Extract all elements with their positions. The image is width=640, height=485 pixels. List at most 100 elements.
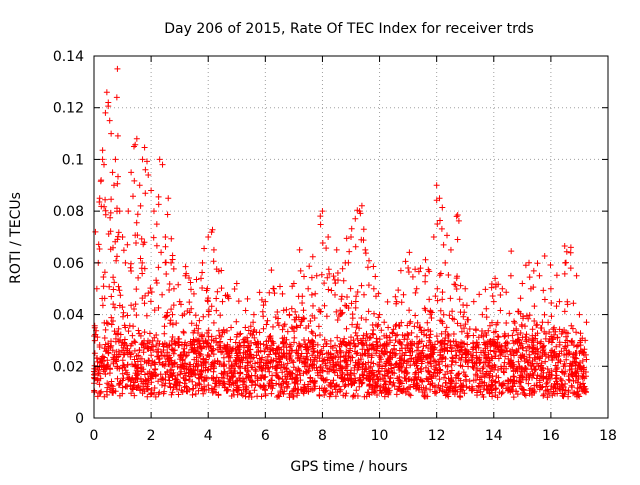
data-point: [405, 265, 412, 272]
data-point: [156, 156, 163, 163]
points-layer: [91, 65, 589, 375]
data-point: [573, 272, 580, 279]
data-point: [205, 234, 212, 240]
data-point: [325, 234, 332, 240]
data-point: [168, 259, 175, 266]
x-tick-label: 6: [261, 428, 270, 444]
y-tick-label: 0.12: [53, 101, 84, 117]
data-point: [567, 244, 574, 251]
x-tick-label: 2: [147, 428, 156, 444]
data-point: [109, 169, 116, 176]
data-point: [333, 246, 340, 253]
data-point: [110, 182, 117, 189]
y-tick-label: 0.1: [62, 152, 84, 168]
x-axis-label: GPS time / hours: [290, 459, 407, 475]
data-point: [547, 285, 554, 292]
data-point: [133, 135, 140, 142]
data-point: [453, 213, 460, 220]
data-point: [145, 171, 152, 178]
y-tick-label: 0.08: [53, 204, 84, 220]
data-point: [122, 259, 129, 266]
data-point: [490, 298, 497, 305]
data-point: [139, 156, 146, 163]
y-tick-label: 0: [75, 411, 84, 427]
data-point: [279, 290, 286, 297]
y-tick-label: 0.06: [53, 256, 84, 272]
data-point: [313, 272, 320, 279]
data-point: [150, 208, 157, 215]
data-point: [210, 246, 217, 253]
data-point: [296, 246, 303, 253]
data-point: [108, 130, 115, 137]
x-tick-label: 0: [90, 428, 99, 444]
data-point: [190, 290, 197, 297]
data-point: [479, 311, 486, 318]
x-tick-label: 8: [318, 428, 327, 444]
y-tick-label: 0.02: [53, 359, 84, 375]
chart-title: Day 206 of 2015, Rate Of TEC Index for r…: [164, 21, 534, 37]
data-point: [102, 109, 109, 116]
data-point: [499, 285, 506, 292]
data-point: [159, 161, 166, 168]
data-point: [470, 298, 477, 305]
data-point: [114, 65, 121, 72]
data-point: [128, 169, 135, 176]
x-tick-label: 16: [542, 428, 560, 444]
data-point: [556, 298, 563, 305]
data-point: [370, 285, 377, 292]
x-tick-layer: 0 2 4 6 8 10 12 14 16 18: [90, 56, 617, 444]
data-point: [430, 234, 437, 240]
x-tick-label: 4: [204, 428, 213, 444]
data-point: [162, 234, 169, 240]
data-point: [219, 298, 226, 305]
data-point: [176, 298, 183, 305]
data-point: [462, 285, 469, 292]
data-point: [385, 324, 392, 331]
data-point: [93, 285, 100, 292]
data-point: [250, 311, 257, 318]
plot-border: [93, 55, 609, 419]
data-point: [100, 161, 107, 168]
data-point: [362, 246, 369, 253]
data-point: [507, 272, 514, 279]
data-point: [422, 272, 429, 279]
y-tick-label: 0.14: [53, 49, 84, 65]
data-point: [376, 311, 383, 318]
data-point: [536, 272, 543, 279]
data-point: [305, 285, 312, 292]
data-point: [99, 156, 106, 163]
data-point: [103, 89, 110, 96]
data-point: [413, 285, 420, 292]
data-point: [113, 94, 120, 101]
data-point: [576, 311, 583, 318]
y-axis-label: ROTI / TECUs: [8, 192, 24, 284]
data-point: [319, 208, 326, 215]
data-point: [125, 208, 132, 215]
y-tick-label: 0.04: [53, 308, 84, 324]
data-point: [106, 117, 113, 124]
data-point: [233, 280, 240, 287]
data-point: [92, 228, 99, 235]
data-point: [170, 285, 177, 292]
x-tick-label: 14: [485, 428, 503, 444]
data-point: [262, 298, 269, 305]
data-point: [228, 324, 235, 331]
data-point: [242, 324, 249, 331]
data-point: [433, 182, 440, 189]
data-point: [165, 195, 172, 202]
data-point: [136, 182, 143, 189]
data-point: [142, 166, 149, 173]
x-tick-label: 12: [428, 428, 446, 444]
data-point: [199, 259, 206, 266]
data-point: [153, 221, 160, 228]
y-tick-layer: 0 0.02 0.04 0.06 0.08 0.1 0.12 0.14: [53, 49, 608, 427]
data-point: [447, 246, 454, 253]
x-tick-label: 10: [371, 428, 389, 444]
data-point: [519, 280, 526, 287]
data-point: [442, 259, 449, 266]
data-point: [148, 187, 155, 194]
x-tick-label: 18: [599, 428, 617, 444]
